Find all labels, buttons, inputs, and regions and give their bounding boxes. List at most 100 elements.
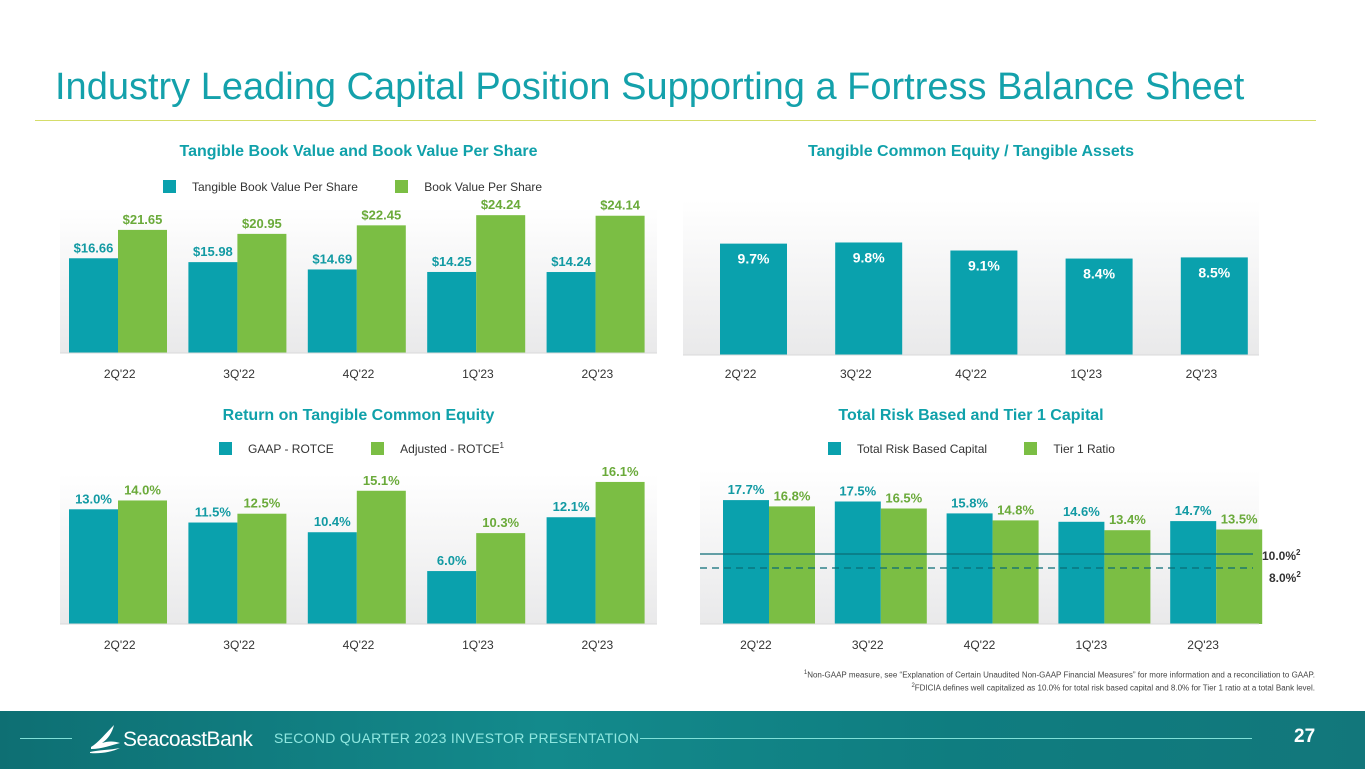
risk-bar-s1-0 (769, 506, 815, 624)
risk-data-label-s0-1: 17.5% (839, 484, 876, 499)
tbv-legend: Tangible Book Value Per Share Book Value… (163, 179, 576, 194)
risk-data-label-s1-3: 13.4% (1109, 512, 1146, 527)
footnotes: 1Non-GAAP measure, see “Explanation of C… (804, 668, 1315, 693)
tce-chart: 9.7% 2Q'22 9.8% 3Q'22 9.1% 4Q'22 8.4% 1Q'23 8.5%… (683, 172, 1259, 385)
tce-data-label-s0-3: 8.4% (1083, 266, 1115, 282)
footer-line-left (20, 738, 72, 739)
tbv-bar-s0-0 (69, 258, 118, 353)
risk-data-label-s1-1: 16.5% (885, 491, 922, 506)
tbv-bar-s1-1 (237, 233, 287, 353)
risk-x-tick-2: 4Q'22 (964, 638, 996, 652)
brand-name: SeacoastBank (123, 728, 253, 751)
risk-bar-s1-3 (1104, 530, 1151, 624)
tbv-svg: $16.66 $21.65 2Q'22 $15.98 $20.95 3Q'22 $14.69… (60, 197, 657, 381)
rotce-legend: GAAP - ROTCE Adjusted - ROTCE1 (219, 441, 538, 456)
footnote-2: 2FDICIA defines well capitalized as 10.0… (911, 682, 1315, 693)
rotce-bar-s1-2 (356, 490, 406, 624)
tce-x-tick-0: 2Q'22 (725, 367, 757, 381)
rotce-chart-title: Return on Tangible Common Equity (222, 407, 495, 424)
tbv-bar-s0-3 (427, 271, 477, 353)
rotce-bar-s1-1 (237, 513, 287, 624)
page-number: 27 (1294, 726, 1316, 747)
rotce-legend-swatch-1 (219, 442, 232, 456)
risk-data-label-s0-0: 17.7% (728, 482, 765, 497)
tbv-x-tick-4: 2Q'23 (581, 367, 613, 381)
tce-bar-s0-3 (1065, 258, 1133, 355)
risk-legend-swatch-1 (828, 442, 841, 456)
rotce-data-label-s0-3: 6.0% (437, 553, 467, 568)
tce-bar-s0-4 (1180, 257, 1248, 355)
tbv-bar-s0-2 (307, 269, 357, 353)
tbv-bar-s1-3 (476, 215, 526, 353)
rotce-svg: 13.0% 14.0% 2Q'22 11.5% 12.5% 3Q'22 10.4% 15.1%… (60, 464, 657, 652)
rotce-legend-label-1: GAAP - ROTCE (248, 441, 334, 456)
tbv-data-label-s1-0: $21.65 (123, 212, 163, 227)
risk-ref-label-10: 10.0%2 (1262, 548, 1301, 563)
tbv-x-tick-0: 2Q'22 (104, 367, 136, 381)
rotce-bar-s0-2 (307, 532, 357, 624)
title-divider (35, 120, 1316, 121)
tbv-data-label-s0-4: $14.24 (551, 254, 592, 269)
risk-chart-title: Total Risk Based and Tier 1 Capital (838, 407, 1104, 424)
risk-x-tick-3: 1Q'23 (1075, 638, 1107, 652)
rotce-bar-s0-3 (427, 571, 477, 624)
tbv-bar-s1-4 (595, 215, 645, 353)
risk-bar-s0-2 (946, 513, 993, 624)
rotce-bar-s1-3 (476, 533, 526, 624)
risk-legend-label-2: Tier 1 Ratio (1053, 441, 1115, 456)
risk-data-label-s1-4: 13.5% (1221, 512, 1258, 527)
tce-data-label-s0-2: 9.1% (968, 258, 1000, 274)
rotce-bar-s1-4 (595, 481, 645, 624)
risk-data-label-s0-3: 14.6% (1063, 504, 1100, 519)
tbv-data-label-s1-4: $24.14 (600, 198, 641, 213)
tce-bar-s0-1 (835, 242, 903, 355)
tbv-bar-s1-2 (356, 225, 406, 353)
tce-chart-title: Tangible Common Equity / Tangible Assets (808, 143, 1134, 160)
tbv-data-label-s1-2: $22.45 (361, 207, 401, 222)
risk-bar-s1-4 (1216, 529, 1263, 624)
page-title: Industry Leading Capital Position Suppor… (55, 66, 1245, 108)
tbv-legend-label-1: Tangible Book Value Per Share (192, 179, 358, 194)
tbv-x-tick-1: 3Q'22 (223, 367, 255, 381)
rotce-x-tick-3: 1Q'23 (462, 638, 494, 652)
tbv-chart-title: Tangible Book Value and Book Value Per S… (179, 143, 538, 160)
risk-data-label-s0-2: 15.8% (951, 495, 988, 510)
rotce-chart: 13.0% 14.0% 2Q'22 11.5% 12.5% 3Q'22 10.4% 15.1%… (60, 460, 657, 655)
risk-data-label-s0-4: 14.7% (1175, 503, 1212, 518)
tbv-legend-swatch-2 (395, 180, 409, 194)
risk-bar-s1-2 (992, 520, 1039, 624)
risk-x-tick-4: 2Q'23 (1187, 638, 1219, 652)
rotce-x-tick-4: 2Q'23 (581, 638, 613, 652)
presentation-name: SECOND QUARTER 2023 INVESTOR PRESENTATIO… (274, 730, 640, 746)
tce-x-tick-2: 4Q'22 (955, 367, 987, 381)
footer-line-right (640, 738, 1252, 739)
rotce-data-label-s0-4: 12.1% (553, 499, 590, 514)
tbv-x-tick-3: 1Q'23 (462, 367, 494, 381)
tbv-data-label-s0-0: $16.66 (74, 240, 114, 255)
rotce-data-label-s0-2: 10.4% (314, 514, 351, 529)
rotce-bar-s0-4 (546, 517, 596, 624)
tbv-legend-swatch-1 (163, 180, 176, 194)
rotce-bar-s1-0 (118, 500, 167, 624)
rotce-data-label-s1-3: 10.3% (482, 515, 519, 530)
risk-chart: 17.7% 16.8% 2Q'22 17.5% 16.5% 3Q'22 15.8% 14.8%… (683, 460, 1263, 655)
tce-x-tick-4: 2Q'23 (1186, 367, 1218, 381)
tbv-chart: $16.66 $21.65 2Q'22 $15.98 $20.95 3Q'22 $14.69… (60, 197, 657, 385)
tce-data-label-s0-1: 9.8% (853, 249, 885, 265)
rotce-data-label-s1-4: 16.1% (602, 464, 639, 479)
risk-legend-label-1: Total Risk Based Capital (857, 441, 988, 456)
tbv-data-label-s1-3: $24.24 (481, 197, 522, 212)
rotce-x-tick-1: 3Q'22 (223, 638, 255, 652)
risk-legend-swatch-2 (1024, 442, 1038, 456)
tbv-bar-s1-0 (118, 229, 167, 353)
tbv-bar-s0-4 (546, 272, 596, 353)
tbv-data-label-s0-2: $14.69 (312, 251, 352, 266)
tce-data-label-s0-0: 9.7% (738, 251, 770, 267)
risk-data-label-s1-2: 14.8% (997, 502, 1034, 517)
tce-bar-s0-2 (950, 250, 1018, 355)
tce-svg: 9.7% 2Q'22 9.8% 3Q'22 9.1% 4Q'22 8.4% 1Q'23 8.5%… (683, 200, 1259, 381)
rotce-x-tick-0: 2Q'22 (104, 638, 136, 652)
tbv-data-label-s0-1: $15.98 (193, 244, 233, 259)
rotce-data-label-s0-0: 13.0% (75, 491, 112, 506)
risk-data-label-s1-0: 16.8% (774, 488, 811, 503)
